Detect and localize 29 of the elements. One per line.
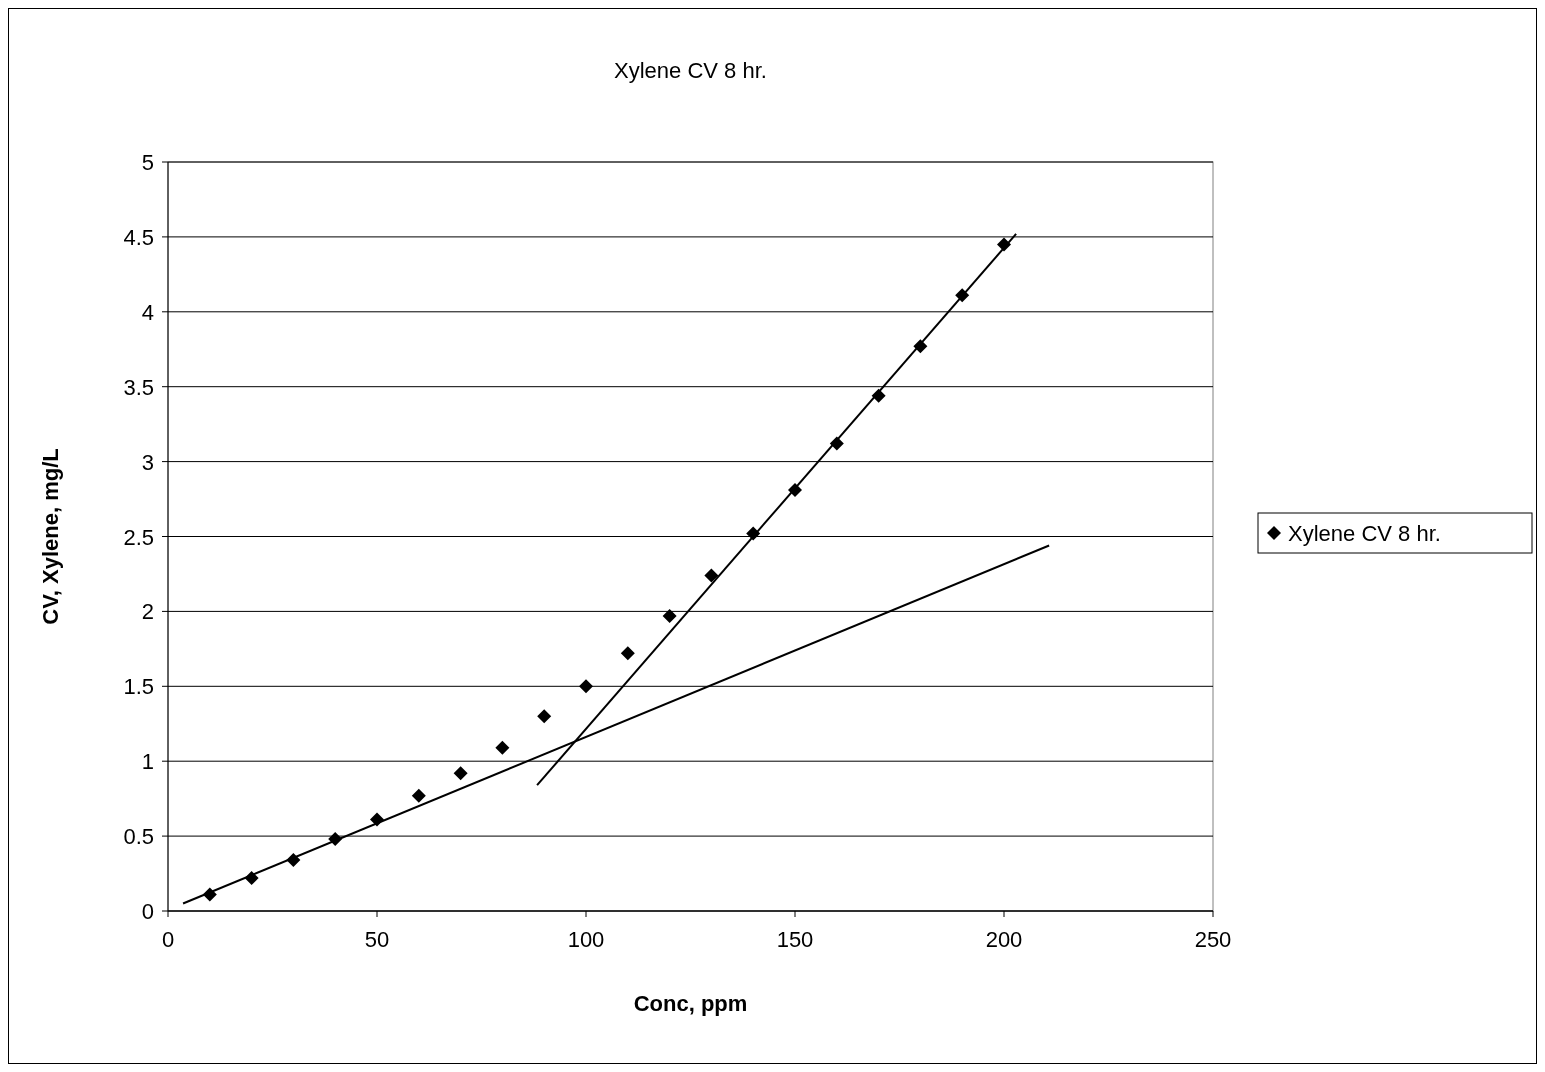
x-tick-label: 0	[161, 927, 175, 952]
point	[411, 788, 426, 803]
x-tick-label: 100	[567, 927, 605, 952]
y-tick-label: 4	[141, 299, 154, 325]
y-tick-label: 2	[141, 599, 154, 625]
x-tick-label: 250	[1194, 927, 1232, 952]
y-tick-label: 2.5	[123, 524, 154, 550]
point	[579, 679, 593, 694]
y-tick-label: 1.5	[123, 674, 154, 700]
y-tick-label: 1	[141, 749, 154, 775]
point	[620, 646, 635, 661]
legend-label: Xylene CV 8 hr.	[1288, 521, 1441, 546]
point	[453, 766, 468, 781]
point	[495, 740, 510, 755]
point	[662, 608, 677, 623]
y-axis-title: CV, Xylene, mg/L	[38, 448, 63, 625]
y-tick-label: 4.5	[123, 224, 154, 250]
point	[537, 709, 552, 724]
point	[704, 568, 719, 583]
x-axis-title: Conc, ppm	[633, 991, 748, 1016]
y-tick-label: 3.5	[123, 374, 154, 400]
chart-title: Xylene CV 8 hr.	[614, 58, 767, 83]
x-tick-label: 50	[364, 927, 390, 952]
x-tick-label: 150	[776, 927, 814, 952]
y-tick-label: 0.5	[123, 824, 154, 850]
y-tick-label: 3	[141, 449, 154, 475]
y-tick-label: 0	[141, 899, 154, 924]
x-tick-label: 200	[985, 927, 1023, 952]
y-tick-label: 5	[141, 150, 154, 175]
